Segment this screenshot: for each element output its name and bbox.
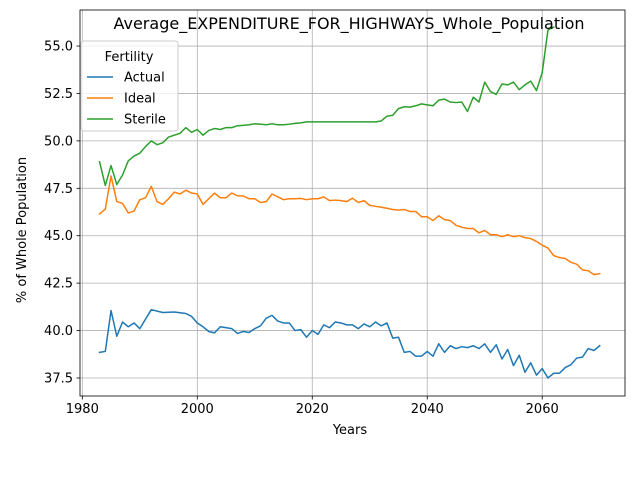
x-axis-label: Years <box>332 423 368 438</box>
y-tick-label: 55.0 <box>44 40 73 55</box>
legend-title: Fertility <box>105 50 154 65</box>
x-tick-label: 2000 <box>181 402 214 417</box>
y-tick-label: 42.5 <box>44 277 73 292</box>
legend-entries: Actual Ideal Sterile <box>87 71 166 128</box>
y-tick-label: 52.5 <box>44 87 73 102</box>
x-tick-label: 2060 <box>526 402 559 417</box>
series-lines <box>98 26 601 379</box>
grid <box>80 10 625 396</box>
series-line-ideal <box>98 175 601 276</box>
legend: Fertility Actual Ideal Sterile <box>80 40 179 132</box>
series-line-sterile <box>98 26 555 187</box>
y-axis-label: % of Whole Population <box>15 157 30 303</box>
x-tick-label: 1980 <box>66 402 99 417</box>
y-tick-label: 40.0 <box>44 324 73 339</box>
plot-frame <box>79 9 626 397</box>
x-tick-label: 2020 <box>296 402 329 417</box>
y-tick-label: 50.0 <box>44 134 73 149</box>
y-tick-label: 37.5 <box>44 371 73 386</box>
legend-label-sterile: Sterile <box>124 113 166 128</box>
y-tick-label: 45.0 <box>44 229 73 244</box>
axis-ticks: 1980 2000 2020 2040 2060 37.5 40.0 42.5 45.0 47.5… <box>44 40 559 417</box>
legend-label-ideal: Ideal <box>124 92 156 107</box>
chart-title: Average_EXPENDITURE_FOR_HIGHWAYS_Whole_P… <box>113 14 584 34</box>
legend-box <box>80 40 179 132</box>
legend-label-actual: Actual <box>124 71 165 86</box>
series-line-actual <box>98 308 601 379</box>
x-tick-label: 2040 <box>411 402 444 417</box>
y-tick-label: 47.5 <box>44 182 73 197</box>
